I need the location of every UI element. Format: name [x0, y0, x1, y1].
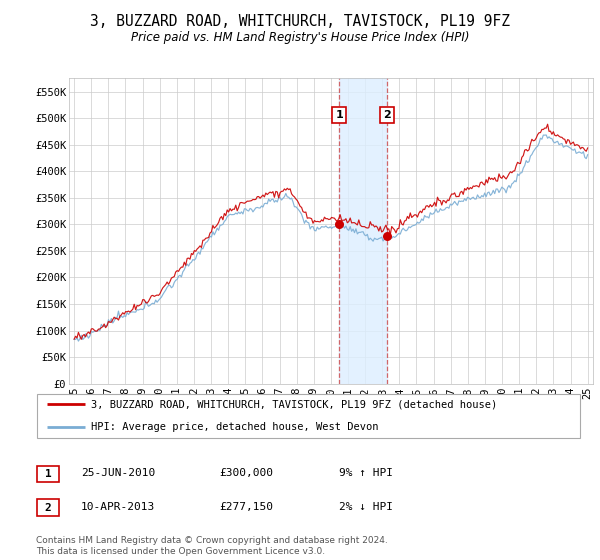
- Text: 2% ↓ HPI: 2% ↓ HPI: [339, 502, 393, 512]
- Text: 25-JUN-2010: 25-JUN-2010: [81, 468, 155, 478]
- Text: 1: 1: [44, 469, 52, 479]
- Text: 2: 2: [383, 110, 391, 120]
- Text: £300,000: £300,000: [219, 468, 273, 478]
- Text: 10-APR-2013: 10-APR-2013: [81, 502, 155, 512]
- Text: 3, BUZZARD ROAD, WHITCHURCH, TAVISTOCK, PL19 9FZ: 3, BUZZARD ROAD, WHITCHURCH, TAVISTOCK, …: [90, 14, 510, 29]
- FancyBboxPatch shape: [37, 500, 59, 516]
- FancyBboxPatch shape: [37, 394, 580, 438]
- Text: 9% ↑ HPI: 9% ↑ HPI: [339, 468, 393, 478]
- Text: 1: 1: [335, 110, 343, 120]
- Text: £277,150: £277,150: [219, 502, 273, 512]
- Text: 2: 2: [44, 503, 52, 512]
- Text: 3, BUZZARD ROAD, WHITCHURCH, TAVISTOCK, PL19 9FZ (detached house): 3, BUZZARD ROAD, WHITCHURCH, TAVISTOCK, …: [91, 399, 497, 409]
- Text: Contains HM Land Registry data © Crown copyright and database right 2024.
This d: Contains HM Land Registry data © Crown c…: [36, 536, 388, 556]
- Bar: [339, 78, 387, 384]
- FancyBboxPatch shape: [37, 466, 59, 482]
- Text: Price paid vs. HM Land Registry's House Price Index (HPI): Price paid vs. HM Land Registry's House …: [131, 31, 469, 44]
- Text: HPI: Average price, detached house, West Devon: HPI: Average price, detached house, West…: [91, 422, 378, 432]
